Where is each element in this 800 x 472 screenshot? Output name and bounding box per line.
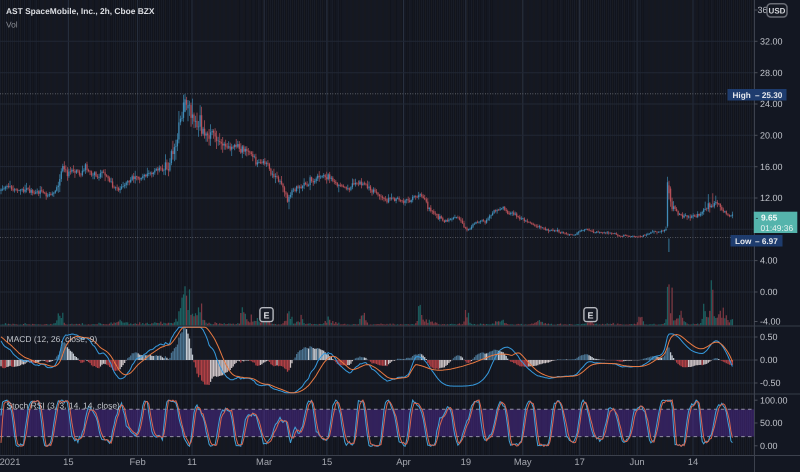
svg-text:MACD (12, 26, close, 9): MACD (12, 26, close, 9) xyxy=(7,334,98,344)
svg-text:14: 14 xyxy=(688,456,698,467)
svg-text:2021: 2021 xyxy=(0,456,20,467)
svg-text:17: 17 xyxy=(574,456,584,467)
svg-text:Low: Low xyxy=(735,237,752,246)
svg-text:19: 19 xyxy=(461,456,471,467)
svg-text:-0.50: -0.50 xyxy=(760,378,781,388)
svg-text:24.00: 24.00 xyxy=(760,99,783,109)
svg-text:-4.00: -4.00 xyxy=(760,317,781,327)
svg-text:16.00: 16.00 xyxy=(760,162,783,172)
svg-text:– 25.30: – 25.30 xyxy=(755,91,783,100)
svg-text:E: E xyxy=(263,311,269,321)
svg-text:01:49:36: 01:49:36 xyxy=(761,223,794,233)
svg-text:32.00: 32.00 xyxy=(760,36,783,46)
svg-text:11: 11 xyxy=(187,456,197,467)
svg-text:Apr: Apr xyxy=(396,456,411,467)
svg-text:AST SpaceMobile, Inc., 2h, Cbo: AST SpaceMobile, Inc., 2h, Cboe BZX xyxy=(6,6,155,16)
svg-text:100.00: 100.00 xyxy=(760,395,788,405)
svg-text:– 6.97: – 6.97 xyxy=(755,237,778,246)
svg-text:May: May xyxy=(514,456,532,467)
svg-text:0.00: 0.00 xyxy=(760,441,778,451)
svg-text:Mar: Mar xyxy=(256,456,272,467)
svg-text:4.00: 4.00 xyxy=(760,256,778,266)
svg-text:High: High xyxy=(733,91,751,100)
svg-text:15: 15 xyxy=(63,456,73,467)
svg-text:Feb: Feb xyxy=(130,456,146,467)
svg-text:12.00: 12.00 xyxy=(760,193,783,203)
svg-text:0.00: 0.00 xyxy=(760,287,778,297)
svg-text:0.00: 0.00 xyxy=(760,355,778,365)
svg-text:9.65: 9.65 xyxy=(761,213,778,223)
svg-text:20.00: 20.00 xyxy=(760,130,783,140)
svg-text:15: 15 xyxy=(322,456,332,467)
svg-text:Vol: Vol xyxy=(6,20,18,30)
svg-text:0.50: 0.50 xyxy=(760,332,778,342)
svg-text:28.00: 28.00 xyxy=(760,68,783,78)
svg-text:USD: USD xyxy=(769,6,786,15)
svg-text:50.00: 50.00 xyxy=(760,418,783,428)
svg-text:E: E xyxy=(587,311,593,321)
svg-text:-: - xyxy=(756,213,759,223)
svg-text:Jun: Jun xyxy=(630,456,645,467)
svg-text:Stoch RSI (3, 3, 14, 14, close: Stoch RSI (3, 3, 14, 14, close) xyxy=(7,401,121,411)
